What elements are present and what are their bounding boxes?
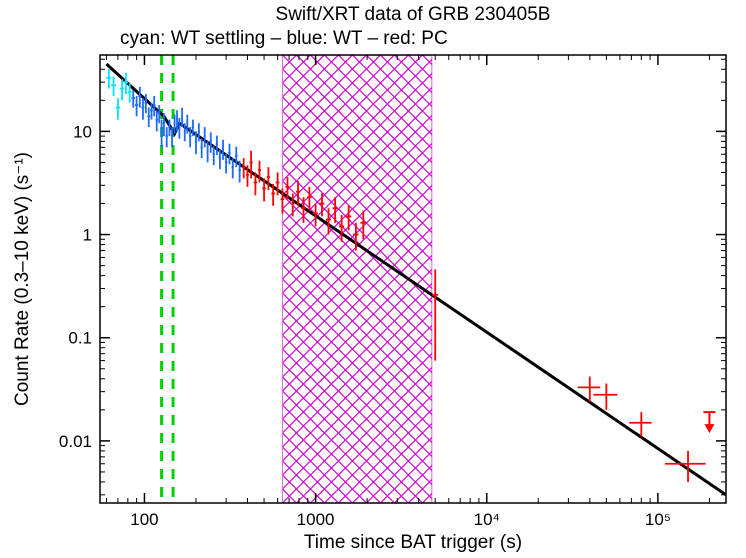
xlabel: Time since BAT trigger (s) [304,532,522,553]
plot-background [0,0,746,558]
chart-svg: 100 1000 10⁴ 10⁵ 0.01 0.1 1 10 Swift/XRT data of… [0,0,746,558]
ytick-label: 1 [83,226,92,245]
plot-subtitle: cyan: WT settling – blue: WT – red: PC [120,28,448,49]
plot-title: Swift/XRT data of GRB 230405B [276,4,551,25]
xtick-label: 10⁴ [474,510,500,529]
xtick-label: 10⁵ [645,510,671,529]
chart-container: 100 1000 10⁴ 10⁵ 0.01 0.1 1 10 Swift/XRT data of… [0,0,746,558]
ytick-label: 0.1 [68,329,92,348]
ytick-label: 10 [73,122,92,141]
xtick-label: 100 [130,510,158,529]
ylabel: Count Rate (0.3–10 keV) (s⁻¹) [12,152,33,406]
ytick-label: 0.01 [59,432,92,451]
xtick-label: 1000 [297,510,335,529]
